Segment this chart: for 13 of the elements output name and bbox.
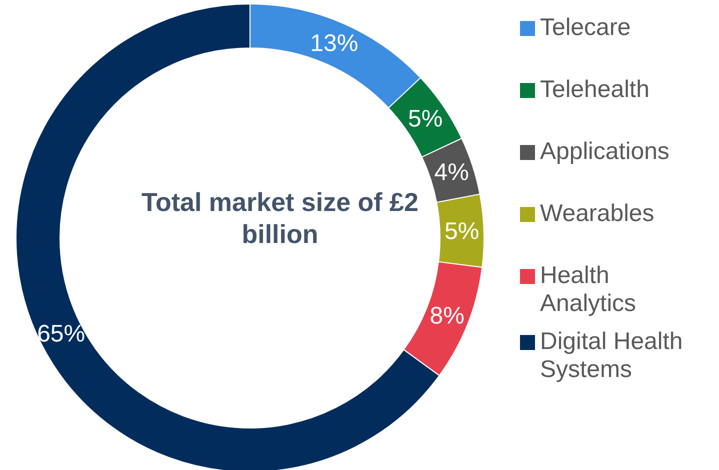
legend-label: Telehealth (540, 76, 650, 104)
legend-label: Wearables (540, 200, 656, 228)
legend-label: Health Analytics (540, 262, 638, 318)
legend-label: Digital Health Systems (540, 328, 684, 384)
legend-label: Applications (540, 138, 670, 166)
data-label: 65% (37, 320, 86, 348)
data-label: 13% (310, 30, 358, 57)
legend-label: Telecare (540, 14, 632, 42)
text: Total market size of £2 billion (140, 186, 420, 250)
data-label: 5% (408, 105, 443, 132)
data-label: 4% (434, 158, 469, 186)
data-label: 5% (444, 218, 480, 245)
data-label: 8% (430, 302, 464, 330)
